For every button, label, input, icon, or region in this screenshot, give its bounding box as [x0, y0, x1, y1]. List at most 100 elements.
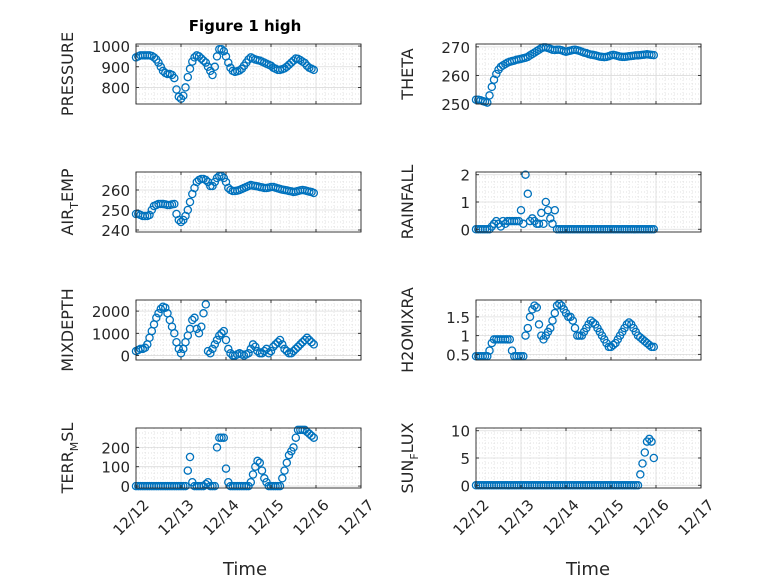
data-point	[514, 216, 524, 226]
axes-background	[136, 428, 361, 488]
data-point	[480, 225, 490, 234]
data-point	[224, 344, 233, 354]
data-point	[282, 458, 292, 468]
data-point	[201, 58, 211, 67]
data-point	[278, 474, 287, 483]
data-point	[212, 335, 222, 345]
data-point	[550, 205, 560, 215]
data-point	[307, 337, 316, 347]
data-point	[203, 346, 213, 356]
data-point	[568, 316, 578, 325]
data-point	[176, 349, 186, 358]
data-series	[131, 300, 319, 360]
data-point	[154, 309, 163, 318]
data-point	[273, 337, 283, 347]
data-point	[206, 349, 215, 358]
data-point	[217, 329, 226, 338]
data-point	[140, 211, 150, 221]
data-point	[190, 313, 199, 323]
axes-frame	[475, 43, 702, 105]
data-point	[516, 205, 526, 215]
data-point	[183, 466, 193, 475]
data-point	[485, 346, 494, 355]
data-point	[201, 300, 211, 309]
data-point	[293, 342, 303, 351]
data-point	[507, 346, 517, 355]
y-tick-label: 800	[101, 79, 130, 97]
data-point	[645, 434, 654, 444]
data-point	[181, 481, 190, 491]
axes-background	[476, 300, 701, 360]
data-point	[257, 466, 267, 475]
data-point	[217, 433, 226, 442]
data-point	[280, 466, 289, 475]
data-point	[289, 346, 298, 356]
data-series	[131, 425, 319, 491]
data-series	[131, 171, 319, 227]
data-point	[280, 344, 289, 354]
data-point	[248, 470, 258, 479]
data-point	[305, 335, 314, 345]
tick-marks	[475, 172, 702, 232]
data-point	[649, 50, 659, 60]
data-point	[302, 333, 312, 343]
y-tick-label: 1000	[92, 325, 130, 343]
data-point	[489, 75, 499, 84]
data-point	[523, 323, 533, 333]
data-point	[176, 217, 186, 227]
data-point	[645, 340, 654, 350]
data-point	[636, 470, 645, 479]
data-point	[219, 433, 229, 442]
data-point	[219, 326, 229, 336]
y-tick-label: 0	[460, 477, 470, 495]
y-tick-label: 2000	[92, 303, 130, 321]
y-axis-label: TERRMSL	[58, 423, 81, 495]
x-axis-label-right: Time	[565, 559, 610, 580]
data-point	[633, 481, 643, 490]
axes-frame	[135, 299, 362, 361]
data-point	[174, 344, 184, 354]
data-point	[534, 219, 544, 229]
data-point	[188, 315, 197, 325]
data-point	[609, 340, 618, 350]
figure-title: Figure 1 high	[189, 17, 302, 35]
data-point	[548, 219, 557, 229]
data-point	[264, 349, 274, 358]
subplot-pressure: 800 900 1000 PRESSURE	[58, 32, 362, 116]
y-tick-label: 200	[101, 439, 130, 457]
axes-frame	[135, 43, 362, 105]
y-tick-label: 5	[460, 450, 470, 468]
y-tick-label: 0	[120, 348, 130, 366]
data-point	[161, 303, 170, 313]
data-point	[552, 301, 562, 310]
data-point	[239, 481, 249, 491]
y-tick-label: 1	[460, 328, 470, 346]
data-point	[647, 437, 656, 446]
data-point	[183, 72, 193, 82]
data-point	[224, 58, 233, 67]
data-point	[194, 52, 204, 61]
data-point	[170, 73, 179, 83]
data-point	[145, 210, 154, 220]
y-tick-label: 10	[451, 423, 470, 441]
y-tick-label: 250	[441, 96, 470, 114]
axes-frame	[135, 427, 362, 489]
data-point	[309, 433, 319, 442]
data-point	[309, 340, 319, 349]
data-series	[471, 434, 659, 490]
data-point	[197, 322, 206, 331]
data-point	[217, 44, 226, 54]
tick-marks	[135, 44, 362, 104]
axes-frame	[475, 299, 702, 361]
data-point	[534, 320, 544, 329]
data-point	[649, 225, 659, 234]
y-tick-label: 250	[101, 202, 130, 220]
data-point	[282, 62, 292, 72]
subplot-theta: 250 260 270 THETA	[398, 39, 702, 114]
tick-marks	[475, 300, 702, 360]
y-axis-label: AIRTEMP	[58, 168, 81, 235]
data-point	[647, 342, 656, 352]
data-point	[296, 340, 305, 349]
data-point	[199, 56, 208, 65]
data-point	[210, 340, 220, 349]
